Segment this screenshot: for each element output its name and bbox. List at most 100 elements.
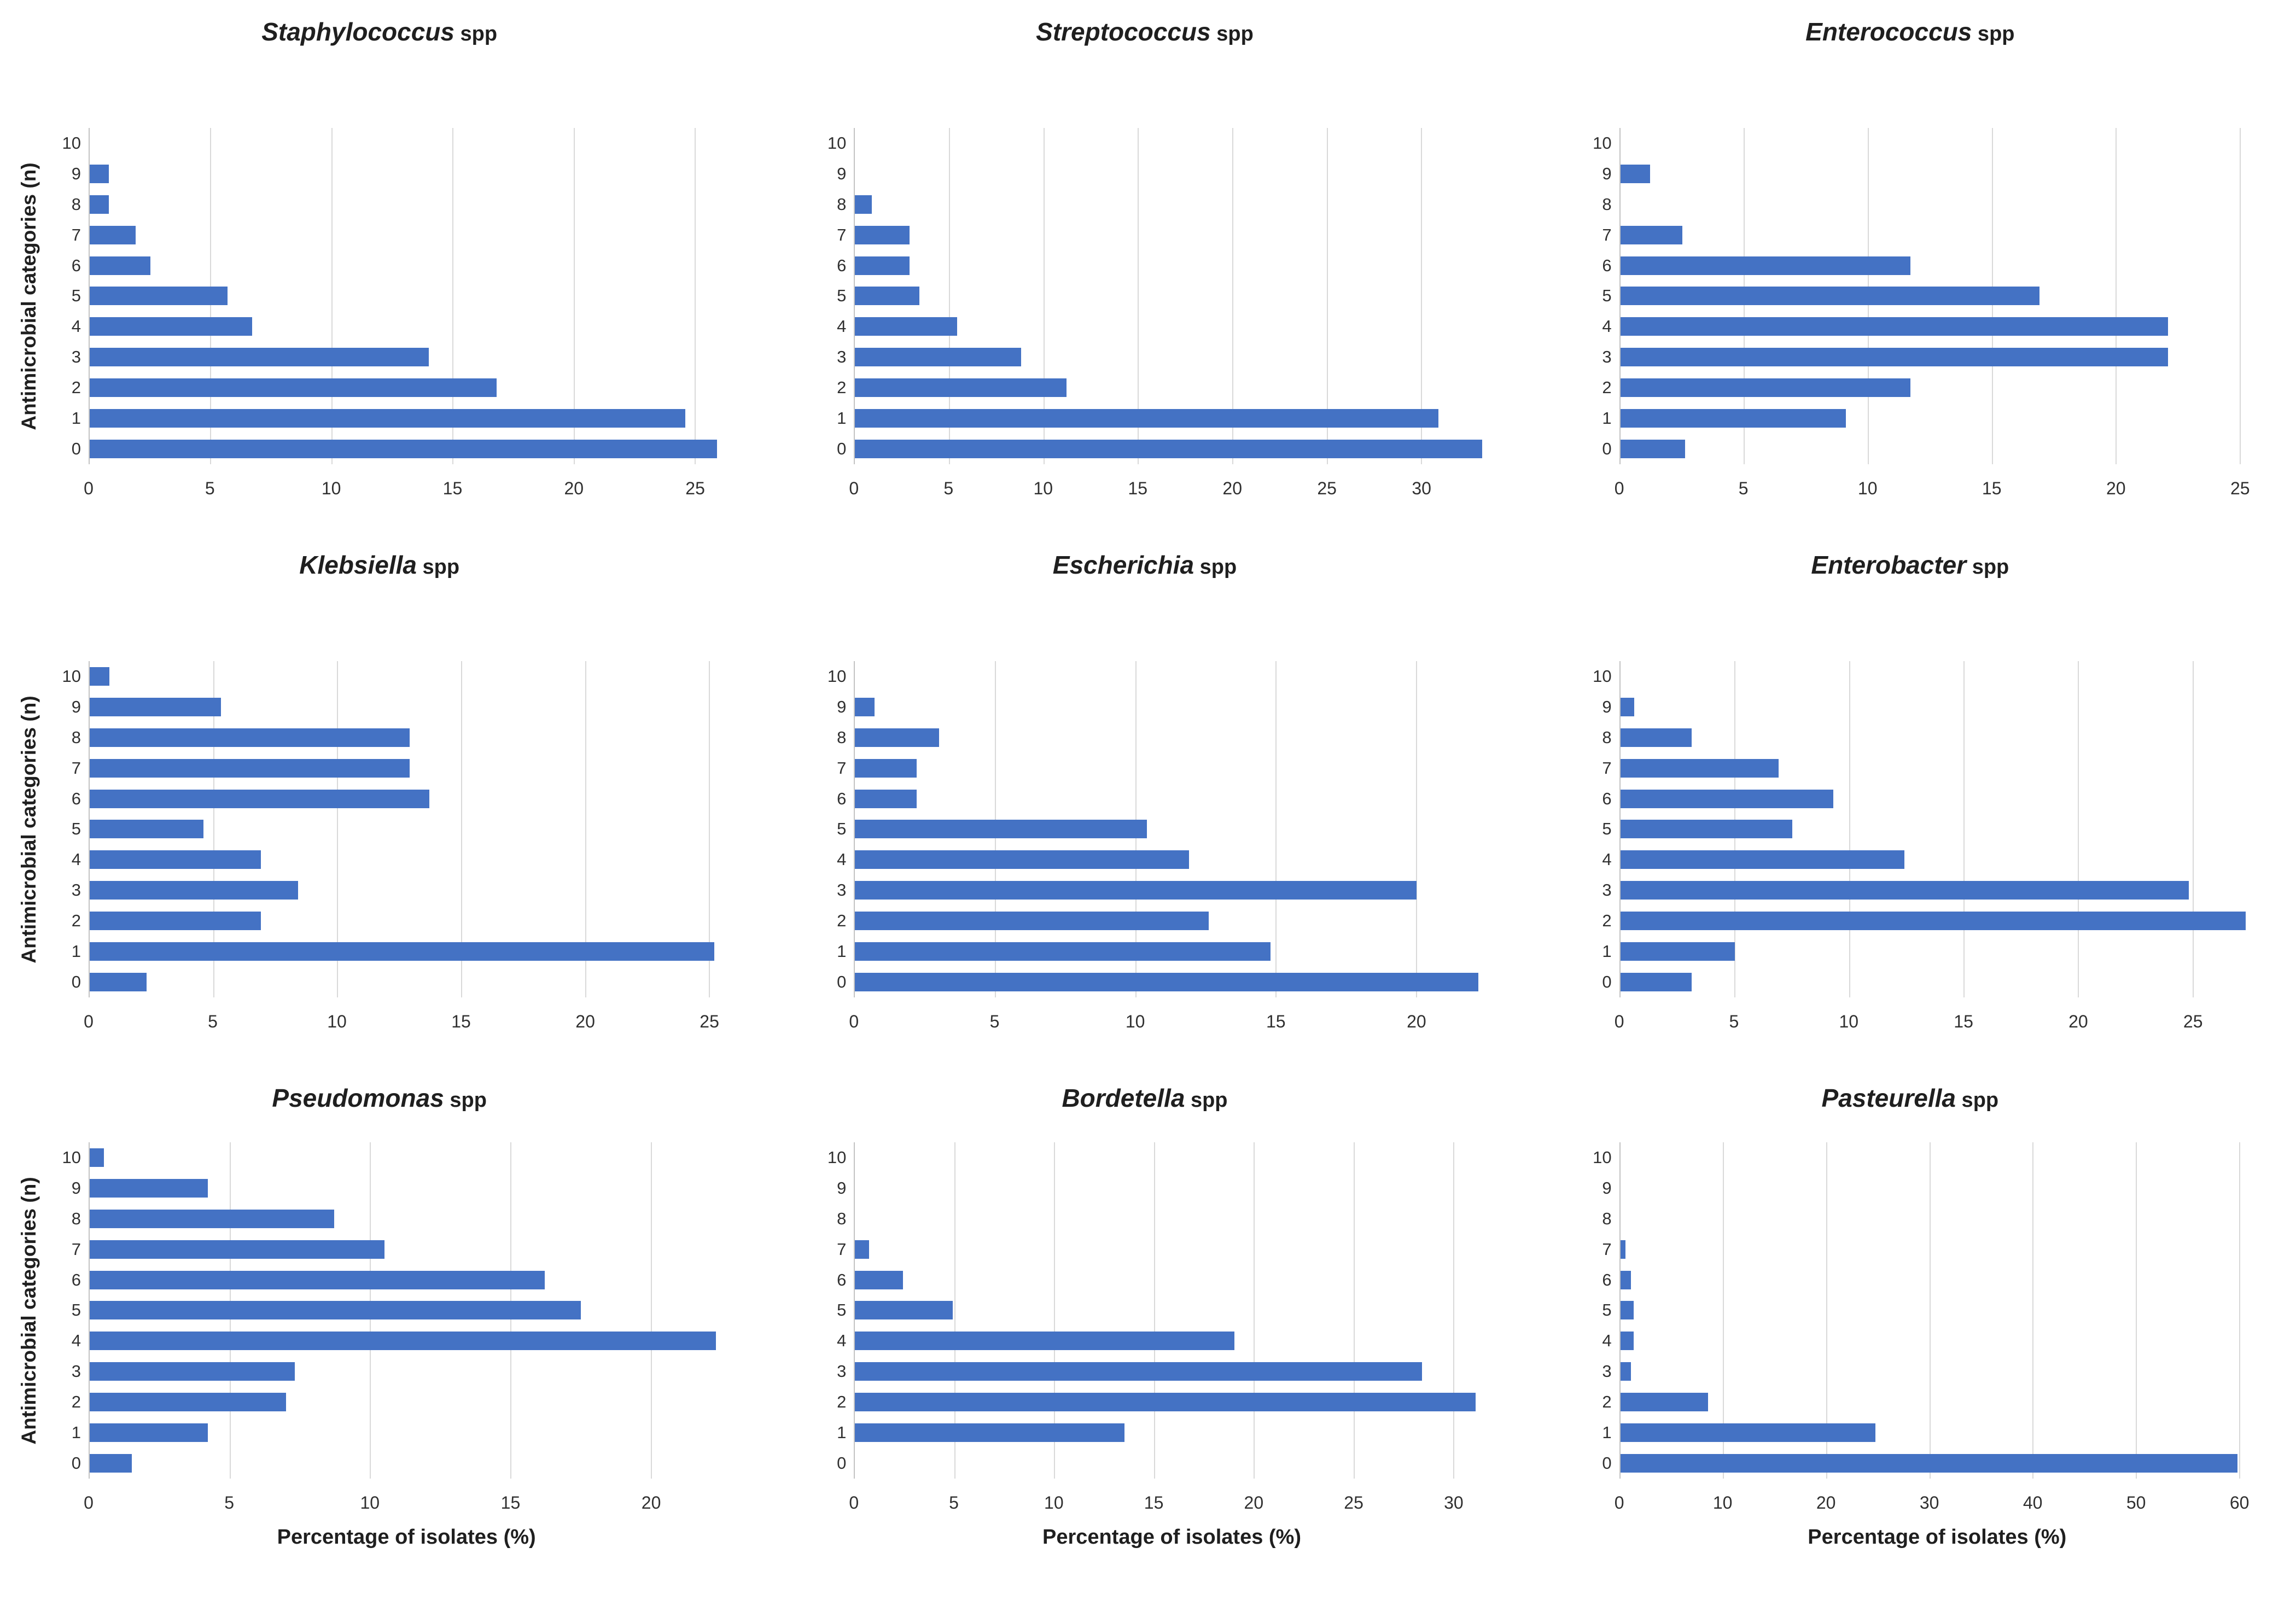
plot-area	[854, 128, 1489, 464]
bar-row	[90, 434, 724, 464]
bar-row	[90, 128, 724, 159]
bar	[90, 1148, 104, 1167]
bar	[1620, 256, 1910, 275]
bar	[855, 1332, 1234, 1351]
chart-panel: Bordetella spp 10 9 8 7 6 5 4 3 2 1 0 0 5 10 15 20 25 30…	[765, 1066, 1530, 1599]
y-tick-label: 3	[71, 880, 81, 900]
y-tick-label: 4	[837, 317, 847, 336]
gridline	[1043, 128, 1045, 464]
y-tick-label: 0	[837, 1453, 847, 1473]
y-tick-label: 8	[1602, 727, 1612, 747]
x-tick-label: 25	[700, 1012, 719, 1031]
chart-title: Bordetella spp	[775, 1078, 1514, 1118]
y-tick-label: 3	[71, 1362, 81, 1381]
y-tick-label: 1	[837, 942, 847, 961]
bar	[90, 1301, 581, 1320]
chart-title-genus: Pseudomonas	[272, 1084, 444, 1112]
x-tick-label: 10	[1857, 478, 1878, 498]
y-tick-label: 8	[71, 194, 81, 214]
bar-row	[90, 1356, 724, 1387]
y-tick-label: 2	[71, 378, 81, 398]
y-tick-label: 1	[71, 942, 81, 961]
bar-row	[1620, 875, 2255, 906]
x-tick-label: 20	[641, 1493, 661, 1513]
bar-row	[1620, 906, 2255, 936]
chart-title: Escherichia spp	[775, 545, 1514, 585]
bar	[855, 881, 1417, 900]
y-tick-label: 0	[1602, 439, 1612, 459]
bar-row	[90, 784, 724, 814]
y-tick-label: 2	[1602, 1392, 1612, 1412]
gridline	[1416, 661, 1418, 997]
bar-row	[1620, 220, 2255, 250]
plot-area	[1619, 128, 2255, 464]
bar-row	[855, 220, 1489, 250]
chart-title: Enterobacter spp	[1541, 545, 2280, 585]
bar	[90, 1423, 208, 1443]
bar	[1620, 1240, 1626, 1259]
y-tick-label: 6	[71, 1270, 81, 1289]
gridline	[1929, 1142, 1931, 1479]
bar	[90, 1270, 545, 1289]
bar	[1620, 317, 2169, 336]
bar-row	[1620, 692, 2255, 722]
x-tick-label: 15	[500, 1493, 521, 1513]
gridline	[1963, 661, 1965, 997]
x-tick-label: 15	[1144, 1493, 1164, 1513]
bar	[1620, 1301, 1634, 1320]
bar	[1620, 287, 2039, 306]
y-axis-title-box: Antimicrobial categories (n)	[10, 1142, 48, 1479]
gridline	[1138, 128, 1139, 464]
bar-row	[1620, 1448, 2255, 1479]
x-tick-label: 20	[1222, 478, 1242, 498]
bar	[90, 912, 261, 931]
chart-panel: Staphylococcus spp Antimicrobial categor…	[0, 0, 765, 533]
y-tick-label: 5	[837, 819, 847, 839]
bar-row	[855, 844, 1489, 875]
bar-row	[90, 1265, 724, 1295]
y-tick-label: 0	[1602, 972, 1612, 992]
y-tick-label: 9	[71, 163, 81, 183]
y-tick-label: 2	[1602, 911, 1612, 931]
chart-title-genus: Enterobacter	[1811, 551, 1967, 579]
bar-row	[90, 936, 724, 967]
bar	[90, 440, 718, 459]
bar	[855, 1362, 1422, 1381]
bar	[90, 409, 686, 428]
x-tick-label: 10	[1125, 1012, 1145, 1031]
bar	[1620, 789, 1834, 808]
x-tick-label: 5	[943, 478, 954, 498]
y-tick-label: 7	[837, 758, 847, 778]
bar-row	[1620, 434, 2255, 464]
chart-panel: Enterobacter spp 10 9 8 7 6 5 4 3 2 1 0 0 5 10 15 20 25	[1531, 533, 2296, 1066]
x-tick-label: 25	[685, 478, 705, 498]
bar-row	[90, 844, 724, 875]
plot-area	[89, 1142, 724, 1479]
x-tick-label: 5	[205, 478, 215, 498]
bar-row	[855, 372, 1489, 403]
chart-area: 10 9 8 7 6 5 4 3 2 1 0	[775, 661, 1514, 997]
gridline	[948, 128, 950, 464]
y-axis-title-box	[775, 1142, 813, 1479]
chart-area: 10 9 8 7 6 5 4 3 2 1 0	[775, 128, 1514, 464]
y-axis-title-box: Antimicrobial categories (n)	[10, 128, 48, 464]
bar-row	[90, 1325, 724, 1356]
gridline	[695, 128, 696, 464]
bar	[90, 728, 410, 747]
bar-row	[855, 342, 1489, 372]
plot-area	[854, 1142, 1489, 1479]
bar	[90, 164, 109, 183]
y-tick-label: 10	[62, 133, 81, 153]
bar	[1620, 440, 1685, 459]
bar-row	[90, 403, 724, 434]
bar	[90, 378, 497, 398]
gridline	[213, 661, 214, 997]
bar	[90, 789, 429, 808]
x-tick-label: 15	[1954, 1012, 1973, 1031]
gridline	[461, 661, 462, 997]
x-tick-label: 20	[575, 1012, 595, 1031]
y-tick-label: 4	[1602, 850, 1612, 869]
chart-title-suffix: spp	[416, 556, 460, 579]
bar	[90, 667, 110, 686]
